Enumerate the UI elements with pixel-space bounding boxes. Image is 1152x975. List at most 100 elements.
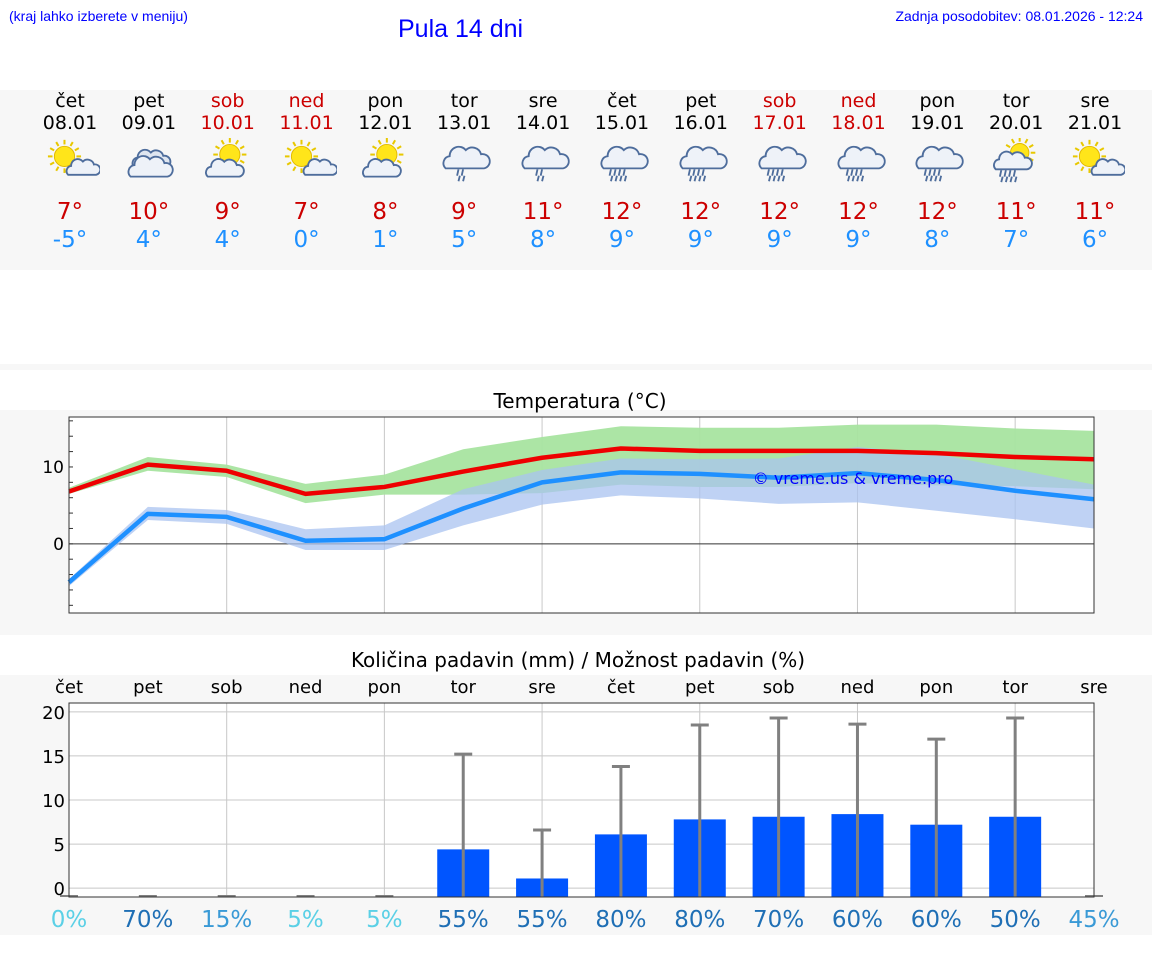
page-title: Pula 14 dni [398, 15, 524, 43]
cloud-rain-icon [758, 145, 807, 182]
precip-probability: 45% [1068, 907, 1119, 933]
forecast-day: tor 20.01 11° 7° [976, 90, 1056, 254]
cloud-rain-icon [600, 145, 649, 182]
forecast-day: sre 21.01 11° 6° [1055, 90, 1135, 254]
last-update-value: 08.01.2026 - 12:24 [1025, 8, 1143, 24]
day-name: ned [840, 90, 877, 112]
day-name: sob [762, 90, 797, 112]
temp-max: 8° [372, 199, 399, 225]
y-tick-label: 15 [42, 747, 65, 768]
day-name: tor [450, 90, 478, 112]
temp-min: 9° [687, 227, 714, 253]
x-day-label: ned [841, 677, 875, 698]
day-name: ned [288, 90, 325, 112]
temp-min: 9° [845, 227, 872, 253]
day-name: sre [1080, 90, 1110, 112]
day-name: pon [367, 90, 404, 112]
temp-max: 12° [838, 199, 879, 225]
x-day-label: pon [919, 677, 953, 698]
day-date: 11.01 [279, 112, 334, 134]
temp-min: 4° [135, 227, 162, 253]
watermark: © vreme.us & vreme.pro [753, 469, 954, 488]
precipitation-chart-title: Količina padavin (mm) / Možnost padavin … [351, 648, 805, 672]
sun-cloudy-icon [204, 138, 247, 178]
precip-probability: 0% [51, 907, 88, 933]
precip-probability: 80% [674, 907, 725, 933]
last-update: Zadnja posodobitev: 08.01.2026 - 12:24 [895, 8, 1143, 24]
cloudy-icon [127, 148, 174, 178]
x-day-label: pet [133, 677, 163, 698]
x-day-label: sob [763, 677, 795, 698]
x-day-label: tor [450, 677, 476, 698]
precip-probability: 55% [438, 907, 489, 933]
day-date: 13.01 [437, 112, 492, 134]
y-tick-label: 0 [54, 879, 65, 900]
temp-max: 11° [1074, 199, 1116, 225]
precip-probability: 55% [517, 907, 568, 933]
day-date: 20.01 [988, 112, 1044, 134]
day-name: čet [55, 90, 85, 112]
plot-frame [68, 416, 1095, 614]
temp-max: 11° [995, 199, 1037, 225]
x-day-label: pon [367, 677, 401, 698]
y-tick-label: 5 [54, 835, 65, 856]
x-day-label: sre [528, 677, 555, 698]
y-tick-label: 0 [53, 535, 64, 555]
y-tick-label: 10 [42, 791, 65, 812]
temp-min: 8° [530, 227, 557, 253]
day-date: 19.01 [910, 112, 965, 134]
temp-min: 7° [1003, 227, 1030, 253]
day-name: pet [685, 90, 717, 112]
day-date: 18.01 [831, 112, 886, 134]
temp-max: 12° [680, 199, 722, 225]
min-temp-range-band [69, 446, 1094, 587]
x-day-label: sob [211, 677, 243, 698]
day-name: čet [607, 90, 637, 112]
day-name: sob [210, 90, 245, 112]
separator-band [0, 364, 1152, 370]
y-tick-label: 10 [42, 458, 64, 478]
forecast-day: pon 12.01 8° 1° [345, 90, 425, 254]
precip-probability: 80% [595, 907, 646, 933]
day-name: tor [1002, 90, 1030, 112]
x-day-label: sre [1080, 677, 1107, 698]
precip-probability: 5% [366, 907, 403, 933]
day-date: 17.01 [752, 112, 807, 134]
cloud-light-rain-icon [442, 145, 491, 182]
temp-min: 4° [214, 227, 241, 253]
temp-min: 9° [608, 227, 635, 253]
daily-forecast-strip: čet 08.01 7° -5° pet 09.01 10° 4° sob 10.01 9° 4° ne… [0, 90, 1152, 270]
sun-cloud-rain-icon [993, 138, 1036, 183]
temp-min: 0° [293, 227, 320, 253]
min-temp-line [67, 470, 1095, 584]
precip-probability: 70% [753, 907, 804, 933]
forecast-day: sob 17.01 12° 9° [740, 90, 820, 254]
x-day-label: čet [55, 677, 83, 698]
temperature-chart-title: Temperatura (°C) [492, 389, 666, 413]
temp-max: 7° [293, 199, 320, 225]
forecast-day: ned 11.01 7° 0° [267, 90, 347, 254]
forecast-day: ned 18.01 12° 9° [819, 90, 899, 254]
cloud-light-rain-icon [521, 145, 570, 182]
max-temp-line [68, 446, 1095, 497]
day-date: 12.01 [358, 112, 413, 134]
cloud-rain-icon [837, 145, 886, 182]
region-hint-link[interactable]: (kraj lahko izberete v meniju) [9, 8, 188, 24]
forecast-day: pet 09.01 10° 4° [109, 90, 189, 254]
precip-probability: 70% [122, 907, 173, 933]
forecast-day: čet 08.01 7° -5° [30, 90, 110, 254]
day-date: 14.01 [515, 112, 571, 134]
last-update-label: Zadnja posodobitev: [895, 8, 1022, 24]
temp-max: 12° [601, 199, 643, 225]
temp-min: 6° [1081, 227, 1109, 253]
day-name: pon [919, 90, 956, 112]
cloud-rain-icon [679, 145, 728, 182]
cloud-rain-icon [915, 145, 965, 182]
precip-probability: 50% [990, 907, 1041, 933]
day-name: pet [133, 90, 165, 112]
forecast-day: sob 10.01 9° 4° [188, 90, 268, 254]
sun-cloud-icon [1072, 139, 1126, 176]
day-date: 10.01 [200, 112, 255, 134]
forecast-day: tor 13.01 9° 5° [424, 90, 504, 254]
precip-probability: 5% [287, 907, 324, 933]
